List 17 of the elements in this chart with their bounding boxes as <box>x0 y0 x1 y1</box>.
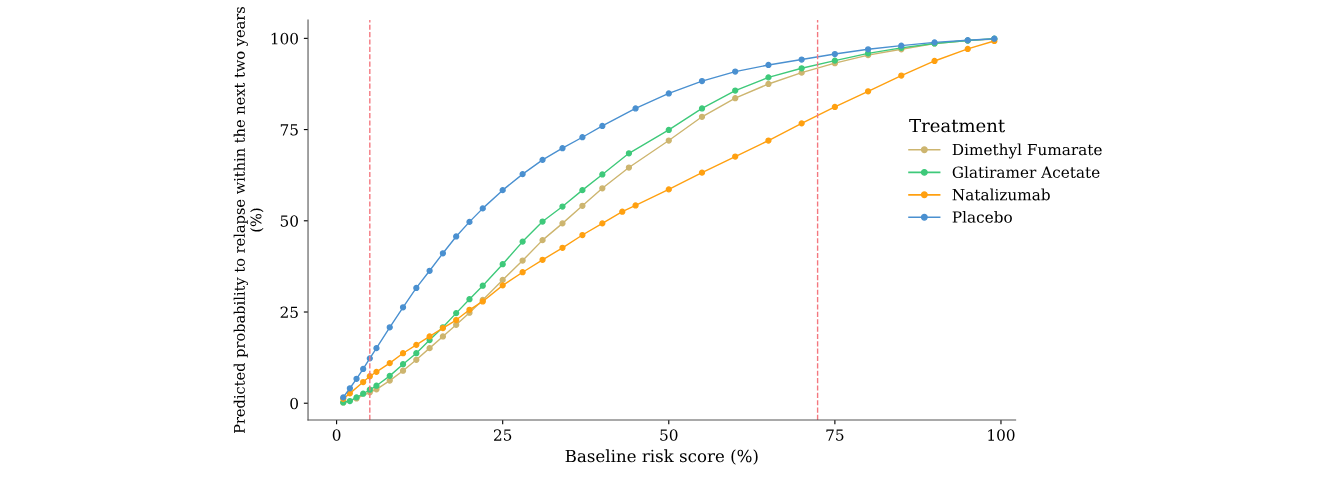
y-axis-title: Predicted probability to relapse within the next two years (%) <box>233 6 264 434</box>
legend-label: Dimethyl Fumarate <box>952 143 1102 159</box>
legend-label: Placebo <box>952 210 1012 223</box>
y-tick-label: 0 <box>290 397 298 410</box>
x-tick-label: 50 <box>660 429 678 441</box>
y-tick-label: 25 <box>280 306 298 319</box>
legend-label: Natalizumab <box>952 188 1050 201</box>
legend-title: Treatment <box>909 118 1005 133</box>
y-tick-label: 100 <box>271 32 298 45</box>
legend-label: Glatiramer Acetate <box>952 166 1100 178</box>
x-axis-title: Baseline risk score (%) <box>565 449 758 465</box>
x-tick-label: 75 <box>826 429 844 441</box>
x-tick-label: 25 <box>494 429 512 441</box>
x-tick-label: 100 <box>988 429 1015 441</box>
y-tick-label: 50 <box>280 215 298 227</box>
y-tick-label: 75 <box>280 124 298 136</box>
x-tick-label: 0 <box>332 429 341 441</box>
